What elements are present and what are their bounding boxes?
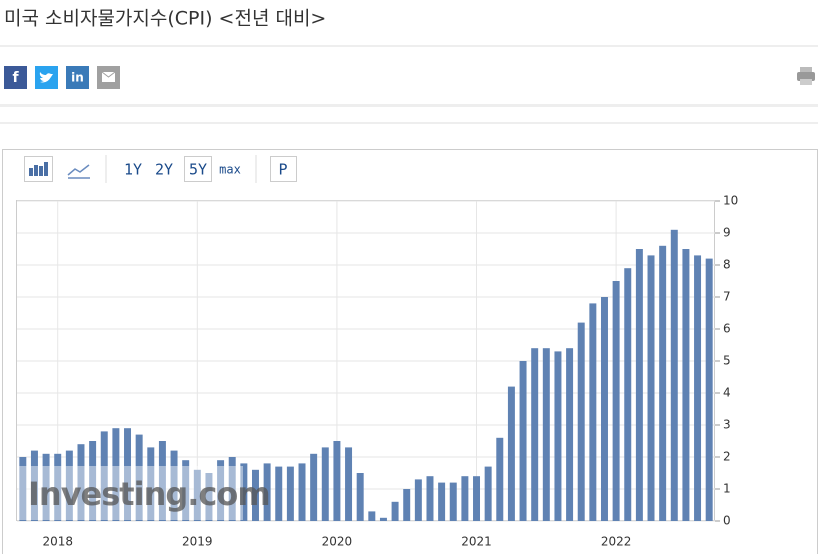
facebook-icon: f <box>12 70 19 86</box>
twitter-icon <box>39 72 53 83</box>
bar <box>647 255 655 521</box>
bar <box>670 229 678 522</box>
page-title: 미국 소비자물가지수(CPI) <전년 대비> <box>4 8 326 30</box>
bar <box>54 453 62 521</box>
bar <box>484 466 492 521</box>
bar <box>496 437 504 521</box>
bar <box>531 348 539 521</box>
bar <box>682 249 690 521</box>
x-tick-label: 2021 <box>461 535 492 549</box>
bar <box>438 482 446 521</box>
range-button[interactable]: 1Y <box>124 161 142 179</box>
bar <box>182 460 190 521</box>
shadow-bar <box>0 104 818 107</box>
bar-chart-button[interactable] <box>24 156 53 182</box>
bar <box>89 441 97 521</box>
bar <box>124 428 132 521</box>
y-tick-label: 8 <box>723 258 731 272</box>
bar <box>356 473 364 521</box>
bar <box>566 348 574 521</box>
bar <box>391 501 399 521</box>
bar <box>624 268 632 521</box>
watermark-backdrop <box>18 466 243 520</box>
linkedin-icon: in <box>71 71 84 85</box>
bar <box>112 428 120 521</box>
range-button[interactable]: 5Y <box>189 161 207 179</box>
bar <box>65 450 73 521</box>
y-tick-label: 10 <box>723 194 738 208</box>
bar <box>275 466 283 521</box>
bar <box>193 469 201 521</box>
x-tick-label: 2019 <box>182 535 213 549</box>
bar <box>694 255 702 521</box>
bar <box>321 447 329 521</box>
bar <box>473 476 481 521</box>
bar <box>600 297 608 521</box>
bar <box>414 479 422 521</box>
p-button-frame <box>270 156 297 182</box>
bar <box>77 444 85 521</box>
bar <box>542 348 550 521</box>
bar <box>519 361 527 521</box>
y-tick-label: 2 <box>723 450 731 464</box>
bar <box>449 482 457 521</box>
bar <box>589 303 597 521</box>
bar <box>135 434 143 521</box>
bar <box>42 453 50 521</box>
bar <box>228 457 236 521</box>
bar <box>310 453 318 521</box>
y-tick-label: 0 <box>723 514 731 528</box>
bar <box>298 463 306 521</box>
bar <box>507 386 515 521</box>
bar <box>333 441 341 521</box>
line-chart-button[interactable] <box>67 164 90 179</box>
range-button[interactable]: max <box>219 163 241 177</box>
bar <box>251 469 259 521</box>
x-tick-label: 2018 <box>42 535 73 549</box>
bar <box>217 460 225 521</box>
bar <box>577 322 585 521</box>
y-tick-label: 3 <box>723 418 731 432</box>
bar <box>286 466 294 521</box>
print-button[interactable] <box>797 67 815 85</box>
bar <box>554 351 562 521</box>
bar <box>263 463 271 521</box>
y-tick-label: 1 <box>723 482 731 496</box>
bar <box>379 517 387 521</box>
bar <box>612 281 620 521</box>
range-button[interactable]: P <box>278 161 287 179</box>
bar <box>147 447 155 521</box>
y-tick-label: 9 <box>723 226 731 240</box>
bar <box>240 463 248 521</box>
bar <box>461 476 469 521</box>
y-tick-label: 5 <box>723 354 731 368</box>
bar <box>19 457 27 521</box>
bar <box>205 473 213 521</box>
y-tick-label: 4 <box>723 386 731 400</box>
watermark: Investing.com <box>28 475 270 513</box>
bar <box>659 245 667 522</box>
bar <box>345 447 353 521</box>
facebook-button[interactable] <box>4 66 27 89</box>
range-button[interactable]: 2Y <box>155 161 173 179</box>
bar <box>426 476 434 521</box>
x-tick-label: 2022 <box>601 535 632 549</box>
bar <box>368 511 376 521</box>
bar <box>100 431 108 521</box>
linkedin-button[interactable] <box>66 66 89 89</box>
y-tick-label: 7 <box>723 290 731 304</box>
email-icon-flap <box>101 71 116 78</box>
bar <box>403 489 411 521</box>
bar <box>30 450 38 521</box>
bar <box>635 249 643 521</box>
active-range <box>184 156 212 182</box>
x-tick-label: 2020 <box>322 535 353 549</box>
y-tick-label: 6 <box>723 322 731 336</box>
bar <box>170 450 178 521</box>
bar <box>705 258 713 521</box>
bar <box>158 441 166 521</box>
